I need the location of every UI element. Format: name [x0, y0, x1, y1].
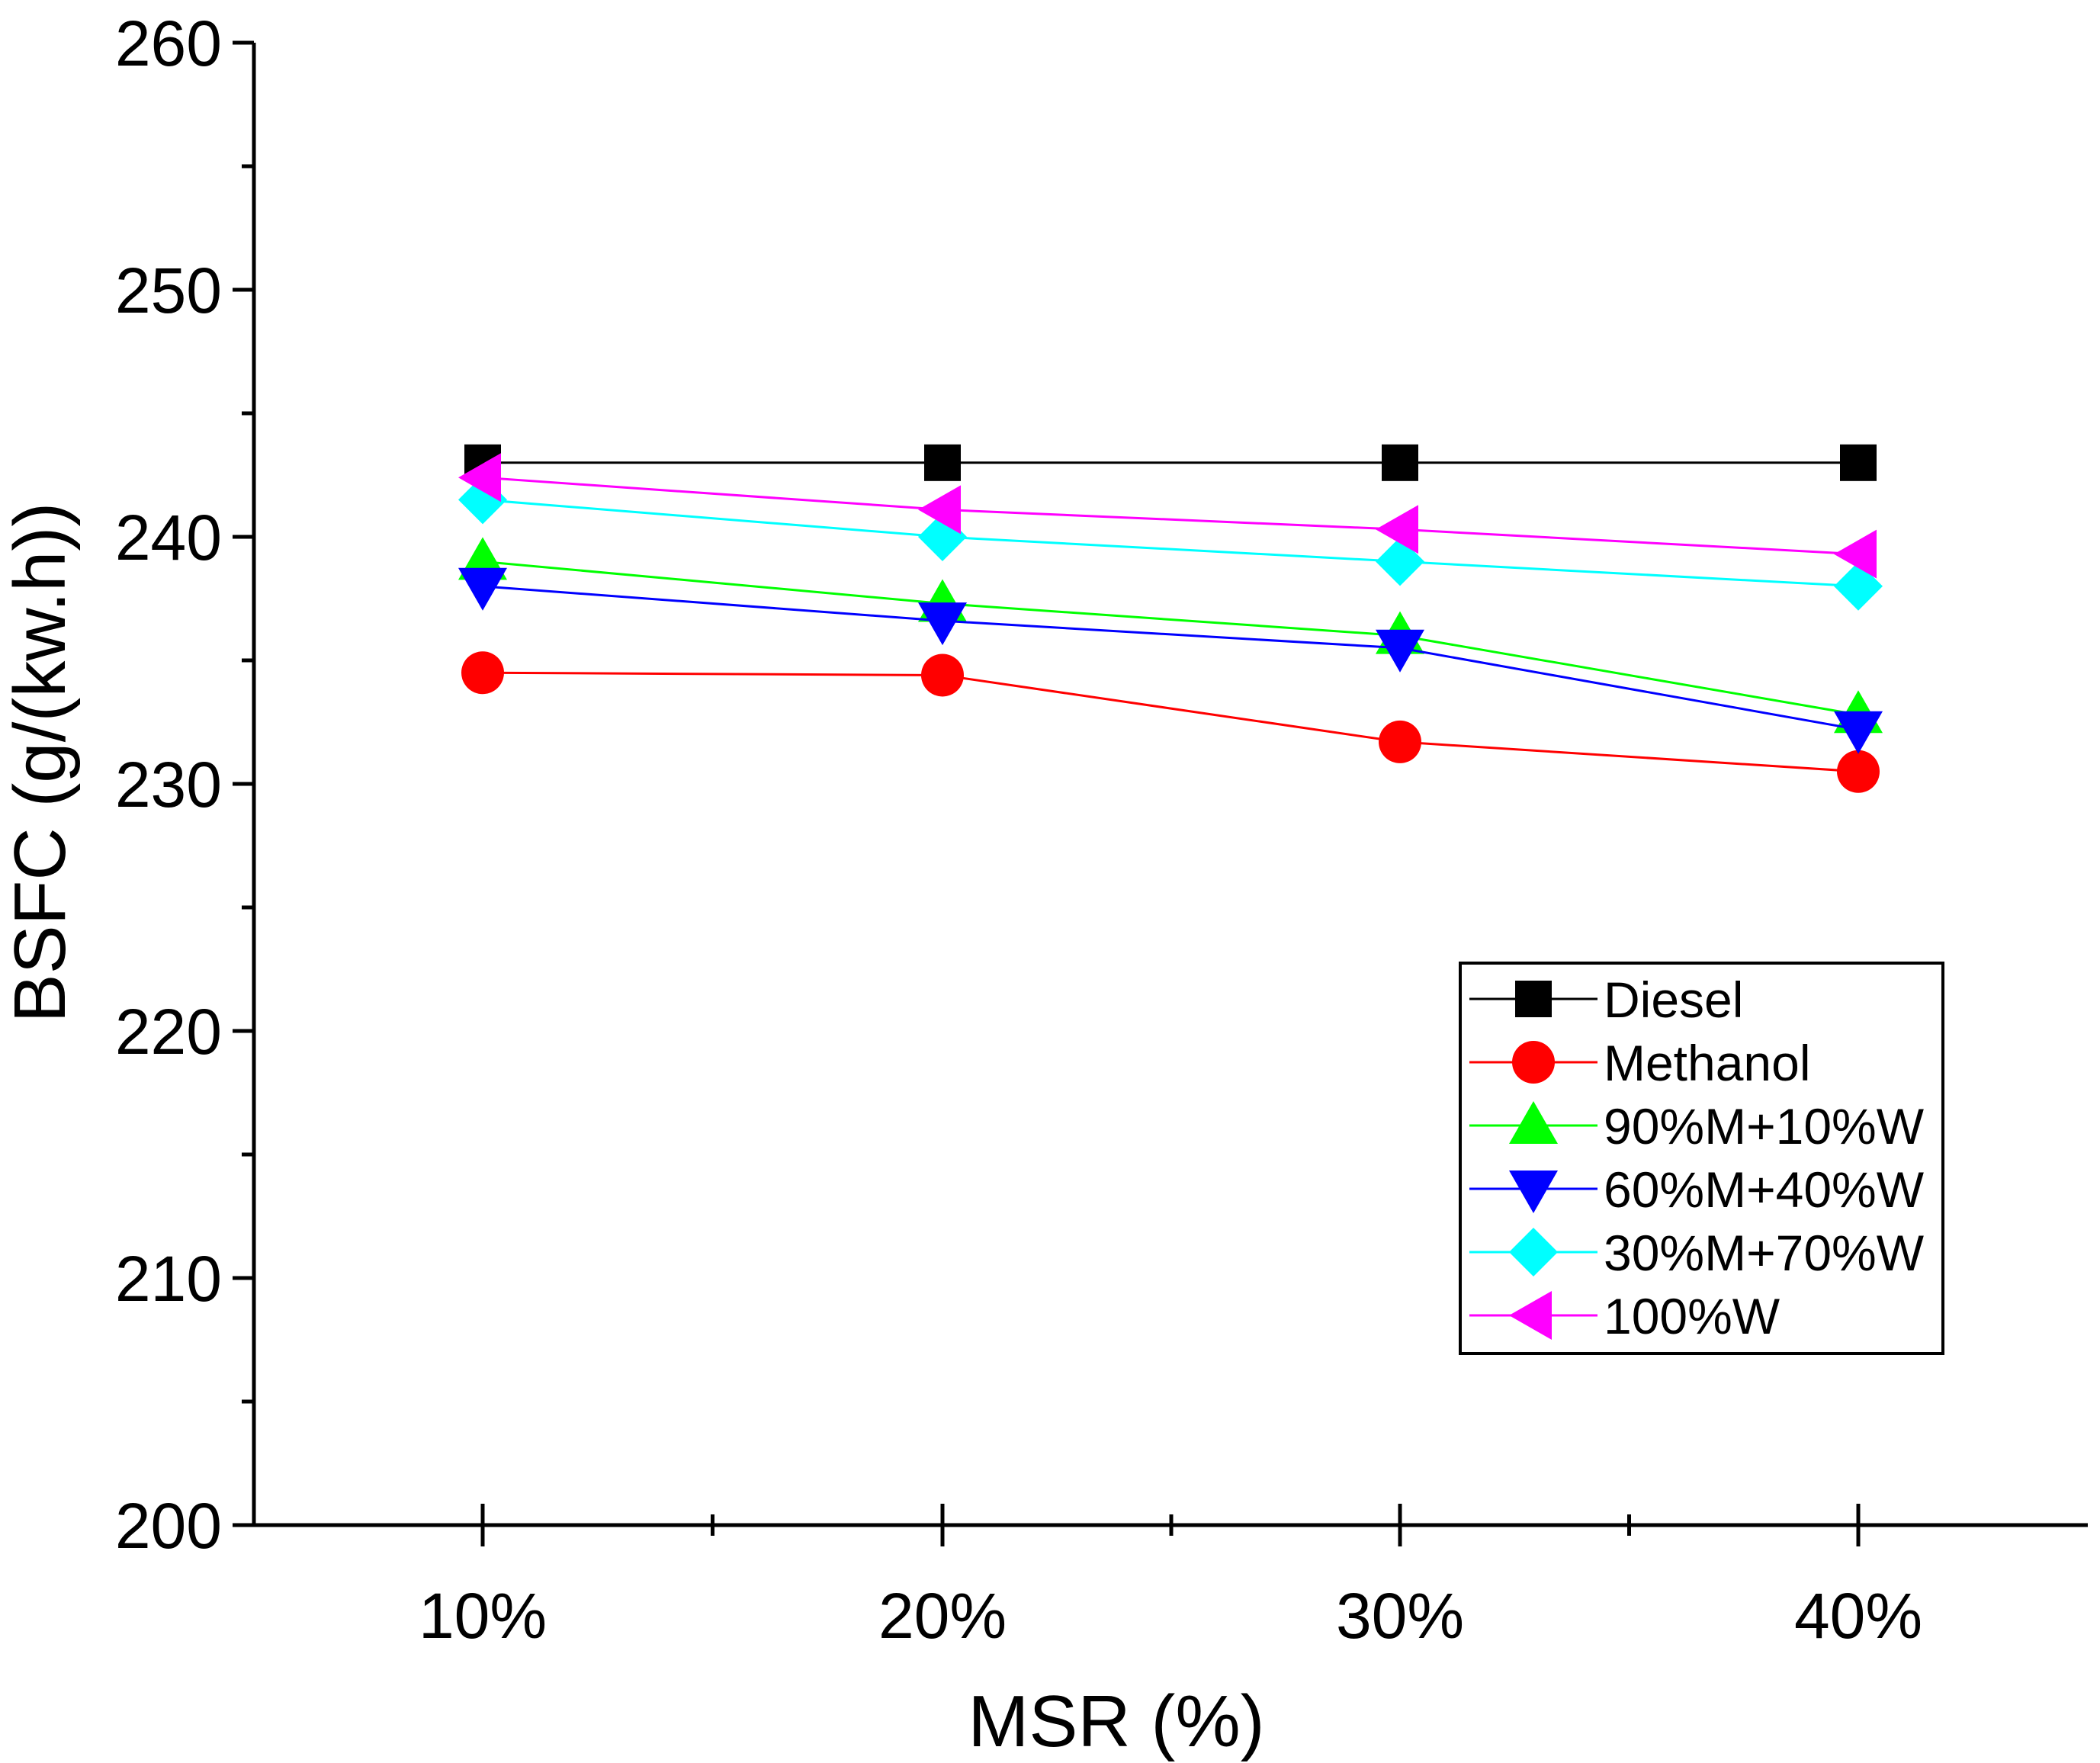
y-tick-label: 230 [115, 749, 222, 820]
legend-marker [1509, 1101, 1558, 1144]
legend-entry: Diesel [1469, 971, 1743, 1028]
legend-entry: 90%M+10%W [1469, 1098, 1925, 1154]
y-tick-label: 200 [115, 1490, 222, 1562]
legend-box [1459, 962, 1944, 1355]
data-point [1840, 444, 1877, 481]
x-tick-label: 40% [1794, 1580, 1922, 1652]
y-tick-label: 220 [115, 996, 222, 1068]
legend-label: 90%M+10%W [1604, 1098, 1925, 1154]
data-point [918, 602, 967, 646]
y-axis-label: BSFC (g/(kw.h)) [0, 503, 81, 1023]
y-tick-label: 240 [115, 502, 222, 573]
data-point [918, 485, 961, 535]
series-line [482, 671, 1859, 773]
x-tick-label: 30% [1336, 1580, 1464, 1652]
data-point [1382, 444, 1418, 481]
series-line [482, 476, 1859, 556]
series-layer [458, 444, 1883, 793]
legend-entry: Methanol [1469, 1035, 1811, 1091]
series-line [482, 560, 1859, 716]
data-point [1834, 529, 1877, 579]
legend-marker [1512, 1041, 1555, 1084]
legend-marker [1509, 1228, 1558, 1276]
legend-label: Diesel [1604, 971, 1743, 1028]
legend-entry: 30%M+70%W [1469, 1225, 1925, 1281]
series-Diesel [464, 444, 1877, 481]
data-point [1834, 711, 1883, 754]
legend-label: 100%W [1604, 1288, 1781, 1344]
legend: Diesel Methanol 90%M+10%W 60%M+40%W 30%M+70%… [1459, 962, 1944, 1355]
axes: 200 210 220 230 240 250 260 10% 20% 30% 40% [115, 8, 2088, 1652]
data-point [1837, 750, 1880, 793]
series-60%M+40%W [458, 567, 1883, 754]
data-point [921, 653, 964, 697]
data-point [458, 453, 501, 503]
y-tick-label: 250 [115, 255, 222, 326]
x-tick-label: 10% [419, 1580, 547, 1652]
legend-marker [1509, 1291, 1552, 1340]
legend-label: 30%M+70%W [1604, 1225, 1925, 1281]
series-100%W [458, 453, 1877, 579]
x-axis-label: MSR (%) [968, 1681, 1264, 1762]
legend-marker [1515, 981, 1552, 1017]
y-tick-label: 210 [115, 1243, 222, 1315]
data-point [924, 444, 961, 481]
legend-label: Methanol [1604, 1035, 1811, 1091]
legend-marker [1509, 1171, 1558, 1213]
data-point [1376, 629, 1424, 673]
data-point [461, 651, 504, 695]
x-tick-label: 20% [878, 1580, 1007, 1652]
y-tick-label: 260 [115, 8, 222, 79]
legend-label: 60%M+40%W [1604, 1161, 1925, 1218]
series-line [482, 585, 1859, 731]
legend-entry: 60%M+40%W [1469, 1161, 1925, 1218]
legend-entry: 100%W [1469, 1288, 1781, 1344]
data-point [1376, 505, 1418, 554]
data-point [458, 567, 507, 611]
series-line [482, 498, 1859, 588]
data-point [1379, 720, 1421, 763]
series-Methanol [461, 651, 1880, 793]
